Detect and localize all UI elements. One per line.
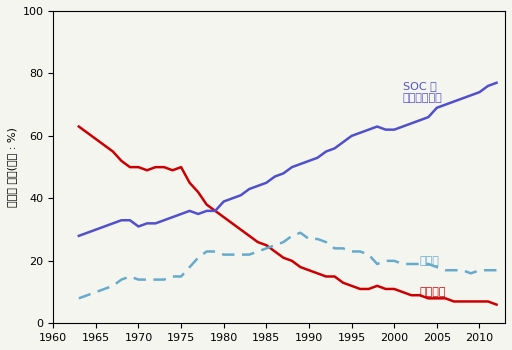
Text: 제조업: 제조업 [420,256,440,266]
Y-axis label: 취업자 비율(단위 : %): 취업자 비율(단위 : %) [7,127,17,207]
Text: 농림어업: 농림어업 [420,287,446,297]
Text: SOC 및
기타서비스업: SOC 및 기타서비스업 [403,81,442,103]
